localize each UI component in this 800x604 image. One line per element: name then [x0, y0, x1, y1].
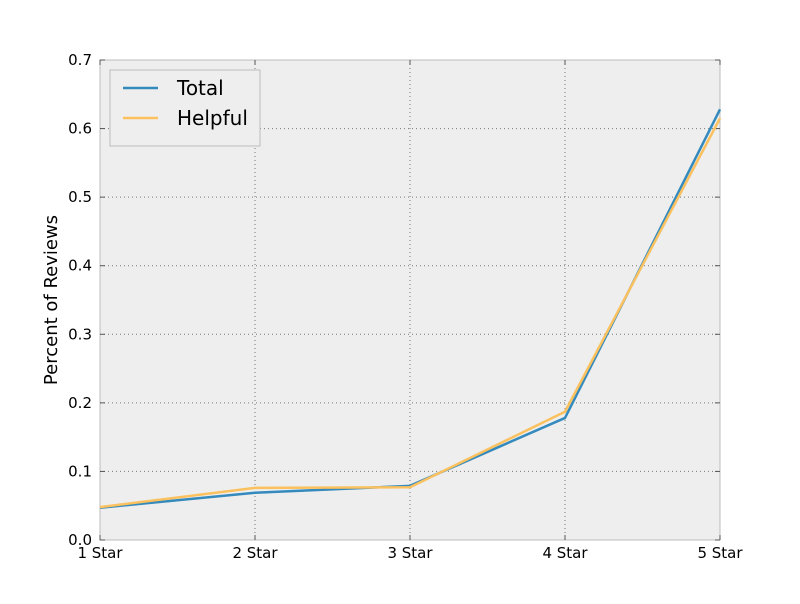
- legend: Total Helpful: [109, 69, 261, 147]
- y-tick-label: 0.5: [68, 188, 92, 206]
- y-tick-label: 0.1: [68, 462, 92, 480]
- tick-labels: 0.0 0.1 0.2 0.3 0.4 0.5 0.6 0.7 1 Star 2 Star 3 St…: [68, 51, 743, 562]
- series-line-helpful: [99, 117, 722, 509]
- series-lines: [99, 108, 722, 510]
- y-tick-label: 0.0: [68, 531, 92, 549]
- x-tick-label: 2 Star: [232, 544, 278, 562]
- y-axis-label: Percent of Reviews: [41, 215, 62, 385]
- x-tick-label: 5 Star: [697, 544, 743, 562]
- legend-label-total: Total: [176, 76, 224, 100]
- x-tick-label: 4 Star: [542, 544, 588, 562]
- x-tick-label: 1 Star: [77, 544, 123, 562]
- y-tick-label: 0.7: [68, 51, 92, 69]
- x-tick-label: 3 Star: [387, 544, 433, 562]
- legend-box: [109, 69, 261, 147]
- y-tick-label: 0.6: [68, 120, 92, 138]
- y-tick-label: 0.2: [68, 394, 92, 412]
- axis-ticks: [99, 59, 721, 541]
- legend-label-helpful: Helpful: [177, 106, 248, 130]
- y-tick-label: 0.4: [68, 257, 92, 275]
- y-tick-label: 0.3: [68, 325, 92, 343]
